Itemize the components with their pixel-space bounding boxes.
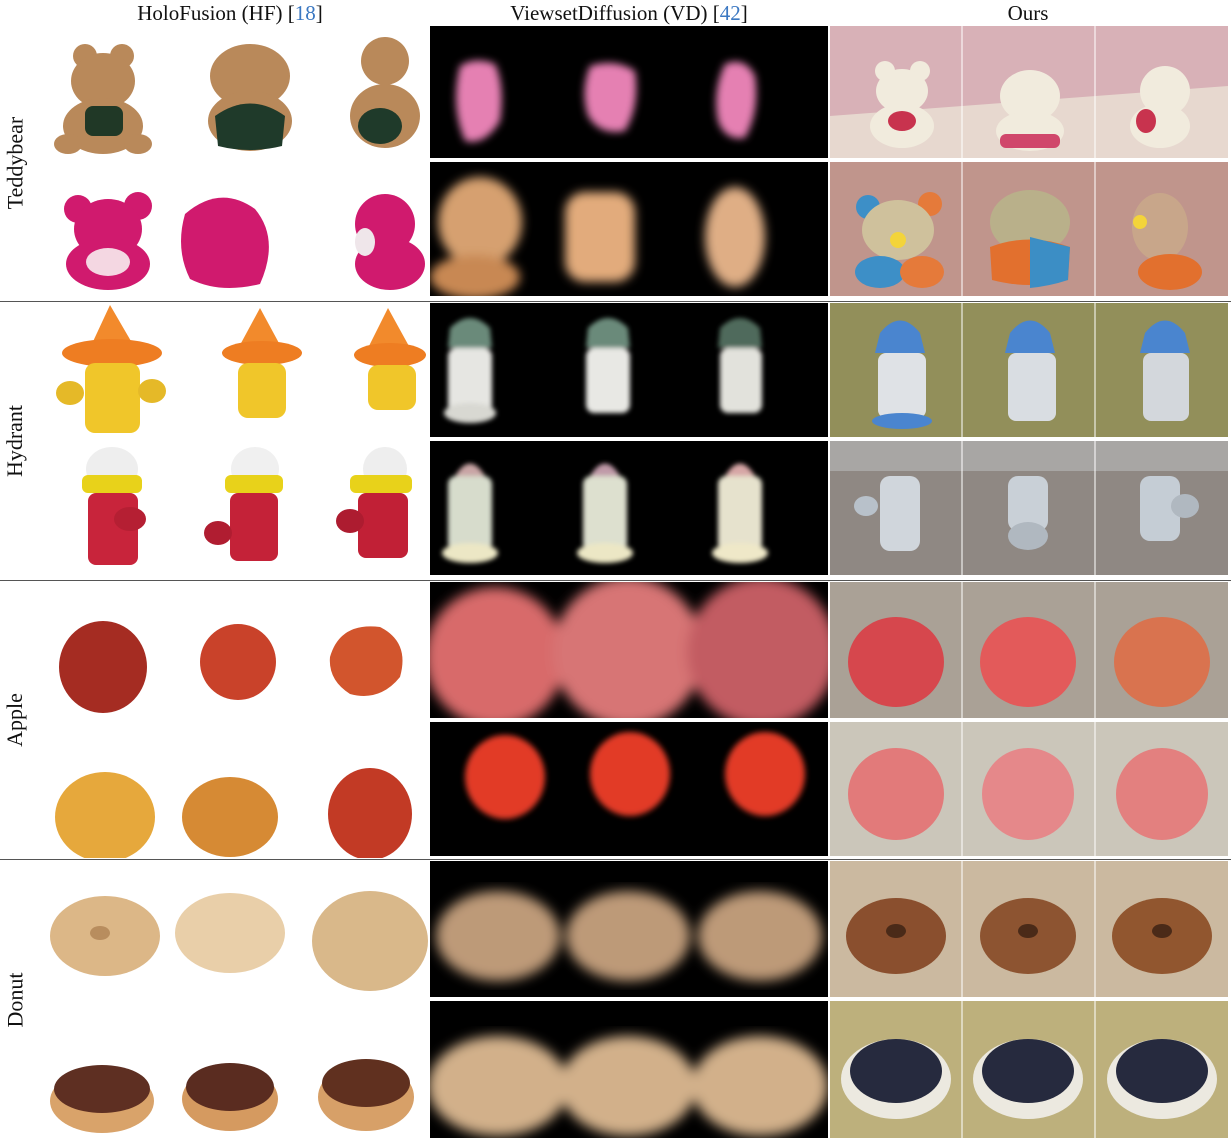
hf-apple-sample-1 [30,582,430,718]
row-separator [0,301,1231,302]
hf-apple-sample-2 [30,722,430,858]
ours-teddybear-sample-1 [830,26,1228,158]
ours-teddybear-sample-2 [830,162,1228,296]
hf-hydrant-sample-1 [30,303,430,437]
ours-apple-sample-2 [830,722,1228,856]
column-header-viewsetdiffusion: ViewsetDiffusion (VD) [42] [430,0,828,26]
ours-donut-sample-2 [830,1001,1228,1138]
column-header-label: ViewsetDiffusion (VD) [510,1,707,25]
hf-hydrant-sample-2 [30,441,430,579]
hf-donut-sample-1 [30,861,430,997]
column-header-label: HoloFusion (HF) [137,1,282,25]
row-separator [0,859,1231,860]
vd-teddybear-sample-2 [430,162,828,296]
vd-apple-sample-1 [430,582,828,718]
row-separator [0,580,1231,581]
vd-donut-sample-1 [430,861,828,997]
hf-donut-sample-2 [30,1001,430,1138]
citation-link[interactable]: 18 [295,1,316,25]
ours-donut-sample-1 [830,861,1228,997]
citation-link[interactable]: 42 [720,1,741,25]
ours-apple-sample-1 [830,582,1228,718]
row-label-apple: Apple [0,582,30,858]
column-header-label: Ours [1008,1,1049,25]
ours-hydrant-sample-2 [830,441,1228,575]
hf-teddybear-sample-2 [30,164,430,300]
vd-hydrant-sample-1 [430,303,828,437]
row-label-donut: Donut [0,861,30,1138]
vd-hydrant-sample-2 [430,441,828,575]
vd-teddybear-sample-1 [430,26,828,158]
vd-donut-sample-2 [430,1001,828,1138]
row-label-hydrant: Hydrant [0,303,30,579]
hf-teddybear-sample-1 [30,26,430,160]
column-header-ours: Ours [828,0,1228,26]
column-header-holofusion: HoloFusion (HF) [18] [30,0,430,26]
ours-hydrant-sample-1 [830,303,1228,437]
vd-apple-sample-2 [430,722,828,856]
row-label-teddybear: Teddybear [0,26,30,300]
